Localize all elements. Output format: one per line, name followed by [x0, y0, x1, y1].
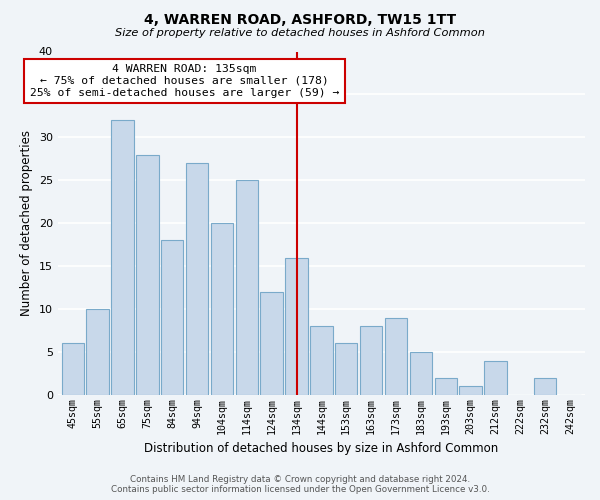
Text: 4, WARREN ROAD, ASHFORD, TW15 1TT: 4, WARREN ROAD, ASHFORD, TW15 1TT	[144, 12, 456, 26]
Text: 4 WARREN ROAD: 135sqm
← 75% of detached houses are smaller (178)
25% of semi-det: 4 WARREN ROAD: 135sqm ← 75% of detached …	[30, 64, 340, 98]
Bar	[434, 378, 457, 395]
Bar	[410, 352, 432, 395]
Bar	[62, 344, 84, 395]
Bar	[111, 120, 134, 395]
Bar	[385, 318, 407, 395]
Bar	[534, 378, 556, 395]
Bar	[360, 326, 382, 395]
X-axis label: Distribution of detached houses by size in Ashford Common: Distribution of detached houses by size …	[144, 442, 499, 455]
Bar	[335, 344, 358, 395]
Text: Size of property relative to detached houses in Ashford Common: Size of property relative to detached ho…	[115, 28, 485, 38]
Text: Contains HM Land Registry data © Crown copyright and database right 2024.
Contai: Contains HM Land Registry data © Crown c…	[110, 474, 490, 494]
Bar	[186, 163, 208, 395]
Bar	[260, 292, 283, 395]
Bar	[161, 240, 184, 395]
Bar	[136, 154, 158, 395]
Bar	[236, 180, 258, 395]
Bar	[286, 258, 308, 395]
Bar	[460, 386, 482, 395]
Bar	[86, 309, 109, 395]
Y-axis label: Number of detached properties: Number of detached properties	[20, 130, 33, 316]
Bar	[310, 326, 332, 395]
Bar	[484, 360, 506, 395]
Bar	[211, 223, 233, 395]
